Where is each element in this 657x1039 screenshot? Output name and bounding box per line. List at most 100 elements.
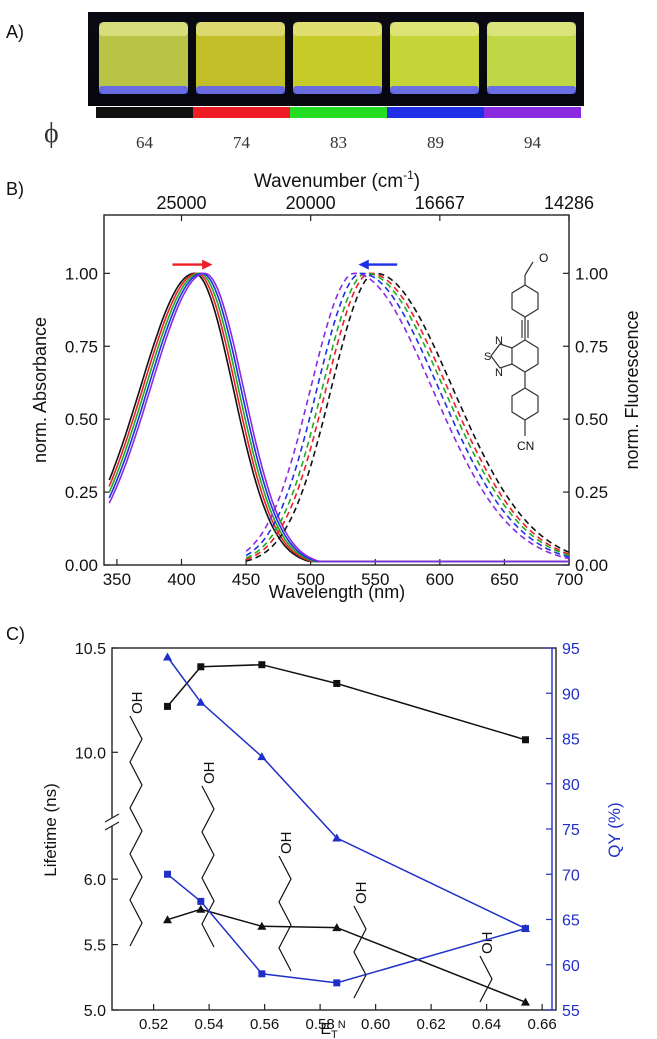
nitrile-label: CN (517, 439, 534, 453)
axis-break-mark-2 (104, 821, 120, 831)
x-tick-label-b-4: 550 (361, 570, 389, 589)
series-3-point-3 (333, 979, 341, 987)
absorbance-curve-4 (108, 272, 569, 563)
nitrogen-label-2: N (495, 367, 503, 379)
phi-value-4: 94 (524, 133, 542, 152)
phi-value-1: 74 (233, 133, 251, 152)
y-axis-title-b: norm. Absorbance (30, 317, 50, 463)
nitrogen-label-1: N (495, 335, 503, 347)
absorbance-curve-0 (108, 272, 569, 563)
y-tick-label-b-0: 0.00 (65, 556, 98, 575)
vial-base-glow-0 (99, 86, 188, 94)
x-tick-label-c-1: 0.54 (195, 1016, 224, 1033)
top-axis-title: Wavenumber (cm-1) (254, 168, 420, 192)
panel-label-c: C) (6, 624, 25, 644)
fluorescence-curve-3 (245, 272, 570, 558)
qy-tick-label-2: 65 (562, 913, 580, 930)
x-tick-label-c-0: 0.52 (139, 1016, 168, 1033)
x-tick-label-b-5: 600 (426, 570, 454, 589)
vial-2 (293, 22, 382, 94)
alcohol-oh-label-2: OH (278, 832, 295, 855)
x-axis-title-c: ETN (320, 1019, 345, 1039)
top-tick-label-2: 16667 (415, 193, 465, 213)
alcohol-chain-1 (201, 785, 215, 948)
y-tick-label-b-1: 0.25 (65, 483, 98, 502)
vial-meniscus-1 (196, 22, 285, 36)
y-tick-label-c-3: 10.0 (75, 745, 106, 762)
series-3-point-1 (197, 897, 205, 905)
vial-base-glow-2 (293, 86, 382, 94)
qy-tick-label-1: 60 (562, 958, 580, 975)
plot-frame-c (111, 647, 557, 1011)
vial-base-glow-4 (487, 86, 576, 94)
series-line-0 (166, 663, 526, 741)
alcohol-oh-label-0: OH (129, 692, 146, 715)
vial-base-glow-1 (196, 86, 285, 94)
vial-3 (390, 22, 479, 94)
x-tick-label-b-2: 450 (232, 570, 260, 589)
y2-tick-label-b-0: 0.00 (575, 556, 608, 575)
series-2-point-3 (332, 833, 342, 842)
qy-tick-label-3: 70 (562, 867, 580, 884)
fluorescence-curve-1 (245, 272, 570, 561)
phi-symbol: ϕ (44, 118, 59, 149)
y-tick-label-b-4: 1.00 (65, 264, 98, 283)
series-1-point-0 (163, 915, 172, 924)
series-2-point-2 (257, 752, 267, 761)
color-bar-0 (96, 107, 193, 118)
vial-meniscus-0 (99, 22, 188, 36)
y-tick-label-b-3: 0.75 (65, 337, 98, 356)
y-axis-title-c: Lifetime (ns) (41, 783, 60, 877)
series-line-1 (167, 908, 526, 1003)
top-tick-label-0: 25000 (156, 193, 206, 213)
vial-meniscus-2 (293, 22, 382, 36)
series-0-point-4 (521, 736, 529, 744)
series-1-point-2 (257, 921, 267, 930)
fluorescence-curve-4 (245, 272, 570, 560)
top-tick-label-1: 20000 (286, 193, 336, 213)
qy-tick-label-4: 75 (562, 822, 580, 839)
series-1-point-4 (520, 997, 530, 1006)
x-tick-label-c-6: 0.64 (472, 1016, 501, 1033)
series-line-2 (166, 656, 526, 930)
absorption-arrow-head (202, 259, 213, 270)
emission-arrow-head (358, 259, 369, 270)
methoxy-bond (524, 261, 534, 276)
series-3-point-4 (521, 925, 529, 933)
y2-tick-label-b-4: 1.00 (575, 264, 608, 283)
absorbance-curve-1 (108, 272, 569, 563)
molecule-structure (490, 261, 539, 436)
vial-0 (99, 22, 188, 94)
series-0-point-0 (164, 702, 171, 710)
y2-axis-title-b: norm. Fluorescence (622, 310, 642, 469)
absorbance-curve-2 (108, 272, 569, 563)
x-tick-label-b-6: 650 (490, 570, 518, 589)
qy-tick-label-0: 55 (562, 1003, 580, 1020)
fluorescence-curve-0 (245, 272, 570, 562)
sulfur-label: S (484, 351, 491, 363)
phi-value-2: 83 (330, 133, 347, 152)
cyanophenyl-ring (511, 387, 539, 421)
series-2-point-0 (163, 652, 172, 661)
series-3-point-2 (258, 970, 266, 978)
series-2-point-1 (196, 697, 206, 706)
y-tick-label-c-0: 5.0 (84, 1003, 106, 1020)
series-1-point-3 (332, 923, 342, 932)
alcohol-chain-2 (278, 855, 292, 972)
color-bar-4 (484, 107, 581, 118)
alcohol-oh-label-3: OH (353, 882, 370, 905)
qy-tick-label-5: 80 (562, 777, 580, 794)
color-bar-2 (290, 107, 387, 118)
y-tick-label-c-4: 10.5 (75, 641, 106, 658)
vial-base-glow-3 (390, 86, 479, 94)
panel-c-lifetime-qy-chart: 0.52 0.54 0.56 0.58 0.60 0.62 0.64 0.66 5.0 5.5 6.… (41, 641, 624, 1039)
x-tick-label-c-4: 0.60 (361, 1016, 390, 1033)
alcohol-chain-0 (129, 715, 143, 947)
x-tick-label-b-3: 500 (296, 570, 324, 589)
benzothiadiazole-ring (511, 339, 539, 373)
y-tick-label-b-2: 0.50 (65, 410, 98, 429)
vial-meniscus-3 (390, 22, 479, 36)
x-tick-label-c-7: 0.66 (528, 1016, 557, 1033)
y-tick-label-c-1: 5.5 (84, 938, 106, 955)
